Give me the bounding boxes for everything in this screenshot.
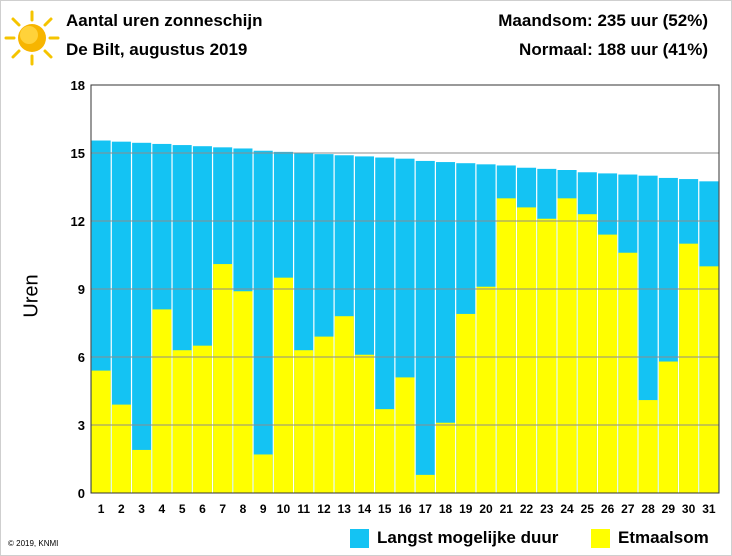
legend-label-daily-sum: Etmaalsom xyxy=(618,528,709,547)
bar-daily-sum xyxy=(476,286,496,493)
bar-daily-sum xyxy=(415,474,435,493)
bar-daily-sum xyxy=(537,218,557,493)
bar-daily-sum xyxy=(253,454,273,493)
bar-daily-sum xyxy=(192,345,212,493)
x-tick-label: 4 xyxy=(159,502,166,516)
bar-daily-sum xyxy=(517,207,537,493)
bar-daily-sum xyxy=(314,336,334,493)
bar-daily-sum xyxy=(456,313,476,493)
x-tick-label: 10 xyxy=(277,502,291,516)
x-tick-label: 23 xyxy=(540,502,554,516)
legend-swatch-max-duration xyxy=(350,529,369,548)
x-tick-label: 16 xyxy=(398,502,412,516)
bar-daily-sum xyxy=(273,277,293,493)
bar-daily-sum xyxy=(577,214,597,493)
bar-daily-sum xyxy=(111,404,131,493)
x-tick-label: 31 xyxy=(702,502,716,516)
sun-icon xyxy=(4,10,60,66)
bar-daily-sum xyxy=(91,370,111,493)
bar-daily-sum xyxy=(354,354,375,493)
x-tick-label: 11 xyxy=(297,502,310,516)
x-tick-label: 2 xyxy=(118,502,125,516)
x-tick-label: 17 xyxy=(419,502,433,516)
bar-daily-sum xyxy=(233,291,253,493)
x-tick-label: 30 xyxy=(682,502,696,516)
bar-daily-sum xyxy=(172,350,192,493)
x-tick-label: 12 xyxy=(317,502,331,516)
bar-max-duration xyxy=(132,142,152,494)
x-tick-label: 21 xyxy=(500,502,514,516)
x-tick-label: 26 xyxy=(601,502,615,516)
bar-daily-sum xyxy=(334,316,354,493)
bar-max-duration xyxy=(253,150,273,493)
bar-daily-sum xyxy=(658,361,678,493)
x-tick-label: 7 xyxy=(219,502,226,516)
y-tick-label: 9 xyxy=(78,282,85,297)
y-tick-label: 15 xyxy=(71,146,85,161)
bar-daily-sum xyxy=(699,266,719,493)
bar-daily-sum xyxy=(213,264,233,493)
bar-daily-sum xyxy=(679,243,699,493)
legend-swatch-daily-sum xyxy=(591,529,610,548)
bar-daily-sum xyxy=(557,198,577,494)
bar-daily-sum xyxy=(395,377,415,493)
copyright-text: © 2019, KNMI xyxy=(8,539,59,548)
bar-daily-sum xyxy=(638,400,658,493)
bar-daily-sum xyxy=(132,449,152,493)
x-tick-label: 27 xyxy=(621,502,635,516)
x-tick-label: 5 xyxy=(179,502,186,516)
x-tick-label: 14 xyxy=(358,502,372,516)
x-tick-label: 6 xyxy=(199,502,206,516)
bar-max-duration xyxy=(415,160,435,493)
x-tick-label: 15 xyxy=(378,502,392,516)
x-tick-label: 29 xyxy=(662,502,676,516)
bar-max-duration xyxy=(435,162,456,494)
x-tick-label: 13 xyxy=(338,502,352,516)
x-tick-label: 1 xyxy=(98,502,105,516)
x-tick-label: 25 xyxy=(581,502,595,516)
bar-daily-sum xyxy=(294,350,314,493)
y-tick-label: 12 xyxy=(71,214,85,229)
x-tick-label: 8 xyxy=(240,502,247,516)
bar-daily-sum xyxy=(435,422,456,493)
bar-daily-sum xyxy=(496,198,516,494)
x-tick-label: 3 xyxy=(138,502,145,516)
legend-label-max-duration: Langst mogelijke duur xyxy=(377,528,559,547)
y-tick-label: 6 xyxy=(78,350,85,365)
plot-border xyxy=(90,84,720,494)
x-tick-label: 19 xyxy=(459,502,473,516)
x-tick-label: 28 xyxy=(641,502,655,516)
x-tick-label: 22 xyxy=(520,502,534,516)
y-tick-label: 3 xyxy=(78,418,85,433)
bar-daily-sum xyxy=(375,409,395,493)
chart-title: Aantal uren zonneschijn xyxy=(66,11,263,30)
normal-stat: Normaal: 188 uur (41%) xyxy=(519,40,708,59)
bar-daily-sum xyxy=(618,252,638,493)
y-tick-label: 18 xyxy=(71,78,85,93)
x-tick-label: 24 xyxy=(560,502,574,516)
bar-daily-sum xyxy=(152,309,172,493)
chart-subtitle: De Bilt, augustus 2019 xyxy=(66,40,248,59)
bar-daily-sum xyxy=(598,234,618,493)
x-tick-label: 20 xyxy=(479,502,493,516)
y-tick-label: 0 xyxy=(78,486,85,501)
x-tick-label: 18 xyxy=(439,502,453,516)
x-tick-label: 9 xyxy=(260,502,267,516)
month-sum-stat: Maandsom: 235 uur (52%) xyxy=(498,11,708,30)
